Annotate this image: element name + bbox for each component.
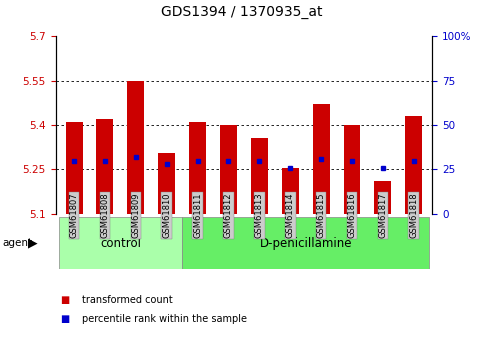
Bar	[220, 125, 237, 214]
Text: GSM61808: GSM61808	[100, 193, 110, 238]
Bar	[282, 168, 298, 214]
FancyBboxPatch shape	[182, 217, 429, 269]
Text: ■: ■	[60, 295, 70, 305]
Text: GDS1394 / 1370935_at: GDS1394 / 1370935_at	[161, 5, 322, 19]
Text: ▶: ▶	[28, 237, 38, 250]
Text: GSM61812: GSM61812	[224, 193, 233, 238]
Bar	[158, 153, 175, 214]
Bar	[66, 122, 83, 214]
Text: GSM61810: GSM61810	[162, 193, 171, 238]
Text: GSM61809: GSM61809	[131, 193, 141, 238]
Bar	[128, 81, 144, 214]
Bar	[189, 122, 206, 214]
Text: GSM61817: GSM61817	[378, 193, 387, 238]
Text: GSM61818: GSM61818	[409, 193, 418, 238]
Bar	[251, 138, 268, 214]
Bar	[313, 104, 329, 214]
Text: GSM61815: GSM61815	[317, 193, 326, 238]
Text: agent: agent	[2, 238, 32, 248]
Bar	[97, 119, 114, 214]
Text: GSM61807: GSM61807	[70, 193, 79, 238]
Text: GSM61816: GSM61816	[347, 193, 356, 238]
Text: D-penicillamine: D-penicillamine	[259, 237, 352, 250]
Text: percentile rank within the sample: percentile rank within the sample	[82, 314, 247, 324]
Bar	[343, 125, 360, 214]
FancyBboxPatch shape	[58, 217, 182, 269]
Bar	[374, 181, 391, 214]
Text: ■: ■	[60, 314, 70, 324]
Text: GSM61814: GSM61814	[286, 193, 295, 238]
Text: transformed count: transformed count	[82, 295, 173, 305]
Bar	[405, 116, 422, 214]
Text: GSM61813: GSM61813	[255, 193, 264, 238]
Text: GSM61811: GSM61811	[193, 193, 202, 238]
Text: control: control	[100, 237, 141, 250]
